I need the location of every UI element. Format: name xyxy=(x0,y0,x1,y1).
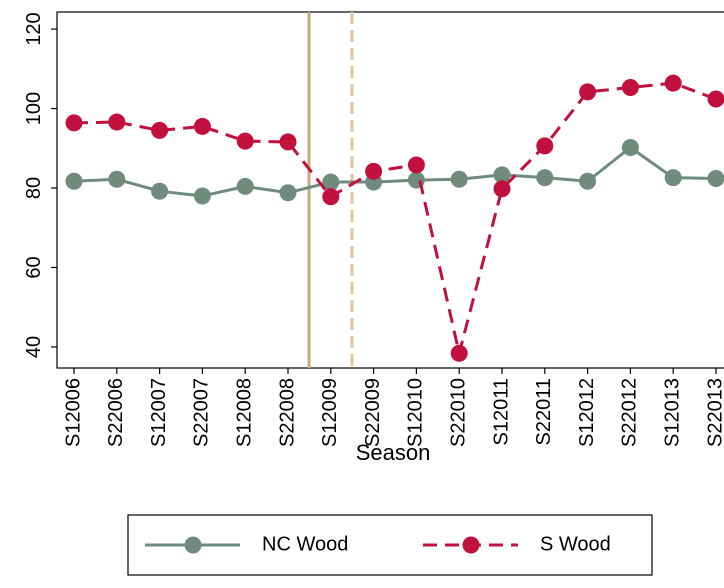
series-line xyxy=(73,81,717,354)
data-point xyxy=(536,137,554,155)
x-tick-label: S12007 xyxy=(148,378,170,447)
data-point xyxy=(493,166,511,184)
data-point xyxy=(193,187,211,205)
data-point xyxy=(65,114,83,132)
data-point xyxy=(579,83,597,101)
data-point xyxy=(493,180,511,198)
data-point xyxy=(664,74,682,92)
data-point xyxy=(322,173,340,191)
data-point xyxy=(108,170,126,188)
x-axis-title: Season xyxy=(356,440,431,465)
x-tick-label: S22007 xyxy=(191,378,213,447)
data-point xyxy=(621,78,639,96)
data-point xyxy=(193,117,211,135)
x-tick-label: S22012 xyxy=(619,378,641,447)
y-tick-label: 40 xyxy=(23,336,45,358)
y-tick-label: 100 xyxy=(23,92,45,125)
legend-marker xyxy=(184,536,202,554)
data-point xyxy=(322,188,340,206)
data-point xyxy=(279,133,297,151)
data-point xyxy=(365,162,383,180)
series-line xyxy=(73,145,717,198)
x-tick-label: S12010 xyxy=(405,378,427,447)
data-point xyxy=(450,344,468,362)
data-point xyxy=(450,170,468,188)
x-tick-label: S12011 xyxy=(490,378,512,445)
x-tick-label: S22006 xyxy=(105,378,127,447)
data-point xyxy=(407,156,425,174)
x-tick-label: S12008 xyxy=(233,378,255,447)
data-point xyxy=(621,138,639,156)
data-point xyxy=(236,132,254,150)
y-tick-label: 80 xyxy=(23,177,45,199)
x-tick-label: S22010 xyxy=(447,378,469,447)
legend-label: S Wood xyxy=(540,533,611,555)
x-tick-label: S12012 xyxy=(576,378,598,447)
data-point xyxy=(108,113,126,131)
plot-area xyxy=(56,11,724,369)
legend-marker xyxy=(462,536,480,554)
data-point xyxy=(536,169,554,187)
data-point xyxy=(151,121,169,139)
data-point xyxy=(664,169,682,187)
x-tick-label: S12009 xyxy=(319,378,341,447)
x-tick-label: S22008 xyxy=(276,378,298,447)
data-point xyxy=(65,172,83,190)
data-point xyxy=(279,184,297,202)
x-tick-label: S22013 xyxy=(704,378,724,447)
data-point xyxy=(579,172,597,190)
legend-label: NC Wood xyxy=(262,533,348,555)
y-tick-label: 120 xyxy=(23,12,45,45)
data-point xyxy=(236,177,254,195)
x-tick-label: S22011 xyxy=(533,378,555,445)
data-point xyxy=(707,169,724,187)
x-tick-label: S12013 xyxy=(661,378,683,447)
y-tick-label: 60 xyxy=(23,256,45,278)
x-tick-label: S22009 xyxy=(362,378,384,447)
data-point xyxy=(151,182,169,200)
x-tick-label: S12006 xyxy=(62,378,84,447)
data-point xyxy=(707,90,724,108)
